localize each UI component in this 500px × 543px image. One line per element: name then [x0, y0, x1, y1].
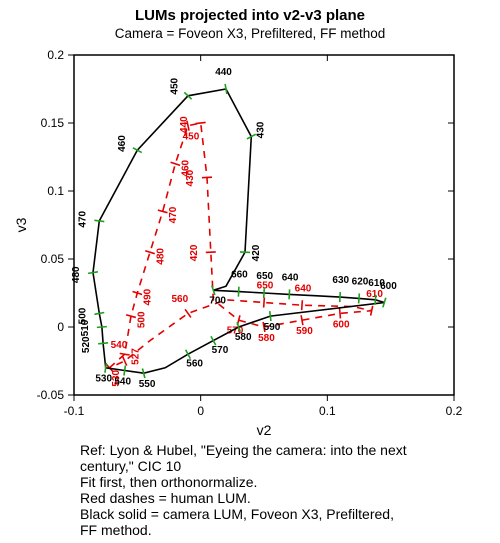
- camera-lum-tick: [97, 327, 107, 328]
- camera-lum-tick: [98, 343, 108, 344]
- caption-line: FF method.: [80, 522, 152, 538]
- human-lum-label: 490: [143, 288, 154, 305]
- camera-lum-label: 520: [81, 336, 92, 353]
- camera-lum-label: 700: [209, 296, 226, 307]
- camera-lum-tick: [240, 252, 250, 253]
- human-lum-label: 640: [295, 283, 312, 294]
- human-lum-tick: [206, 252, 216, 253]
- human-lum-tick: [340, 308, 341, 318]
- plot-area: [74, 55, 454, 395]
- chart-title: LUMs projected into v2-v3 plane: [135, 7, 365, 24]
- human-lum-label: 440: [179, 116, 190, 133]
- y-tick-label: -0.05: [37, 388, 65, 402]
- human-lum-label: 527: [130, 348, 141, 365]
- chart-subtitle: Camera = Foveon X3, Prefiltered, FF meth…: [115, 26, 386, 41]
- human-lum-label: 470: [168, 206, 179, 223]
- camera-lum-label: 590: [264, 322, 281, 333]
- camera-lum-label: 660: [231, 270, 248, 281]
- human-lum-label: 650: [257, 281, 274, 292]
- camera-lum-label: 510: [80, 319, 91, 336]
- y-axis-label: v3: [13, 217, 29, 232]
- y-tick-label: 0.15: [41, 116, 65, 130]
- y-tick-label: 0.1: [47, 184, 64, 198]
- camera-lum-label: 540: [114, 376, 131, 387]
- x-tick-label: -0.1: [64, 404, 85, 418]
- human-lum-tick: [202, 177, 212, 178]
- camera-lum-label: 470: [77, 210, 88, 227]
- y-tick-label: 0: [57, 320, 64, 334]
- x-axis-label: v2: [257, 422, 272, 438]
- y-tick-label: 0.2: [47, 48, 64, 62]
- camera-lum-tick: [264, 288, 265, 298]
- human-lum-label: 500: [137, 311, 148, 328]
- human-lum-label: 560: [172, 294, 189, 305]
- camera-lum-label: 450: [170, 77, 181, 94]
- camera-lum-label: 560: [186, 359, 203, 370]
- camera-lum-label: 420: [251, 244, 262, 261]
- camera-lum-tick: [359, 293, 360, 303]
- human-lum-label: 600: [333, 319, 350, 330]
- caption-line: Black solid = camera LUM, Foveon X3, Pre…: [80, 506, 394, 522]
- camera-lum-label: 610: [368, 278, 385, 289]
- human-lum-tick: [302, 300, 303, 310]
- caption-line: century," CIC 10: [80, 458, 181, 474]
- x-tick-label: 0.1: [319, 404, 336, 418]
- human-lum-label: 590: [296, 326, 313, 337]
- caption-line: Ref: Lyon & Hubel, "Eyeing the camera: i…: [80, 442, 407, 458]
- camera-lum-tick: [340, 292, 341, 302]
- camera-lum-label: 440: [215, 67, 232, 78]
- camera-lum-tick: [238, 287, 239, 297]
- camera-lum-label: 650: [256, 271, 273, 282]
- x-tick-label: 0.2: [446, 404, 463, 418]
- y-tick-label: 0.05: [41, 252, 65, 266]
- camera-lum-label: 550: [139, 379, 156, 390]
- camera-lum-label: 630: [332, 275, 349, 286]
- caption-line: Red dashes = human LUM.: [80, 490, 251, 506]
- camera-lum-label: 640: [282, 272, 299, 283]
- camera-lum-label: 430: [256, 121, 267, 138]
- human-lum-label: 580: [258, 333, 275, 344]
- human-lum-label: 420: [189, 244, 200, 261]
- camera-lum-label: 570: [212, 345, 229, 356]
- camera-lum-label: 530: [95, 374, 112, 385]
- human-lum-label: 540: [111, 340, 128, 351]
- camera-lum-tick: [375, 295, 376, 305]
- camera-lum-label: 580: [235, 332, 252, 343]
- x-tick-label: 0: [197, 404, 204, 418]
- human-lum-label: 430: [185, 169, 196, 186]
- camera-lum-tick: [289, 289, 290, 299]
- camera-lum-label: 480: [71, 266, 82, 283]
- camera-lum-label: 620: [352, 276, 369, 287]
- human-lum-tick: [264, 298, 265, 308]
- human-lum-label: 480: [155, 248, 166, 265]
- camera-lum-label: 460: [117, 135, 128, 152]
- caption-line: Fit first, then orthonormalize.: [80, 474, 257, 490]
